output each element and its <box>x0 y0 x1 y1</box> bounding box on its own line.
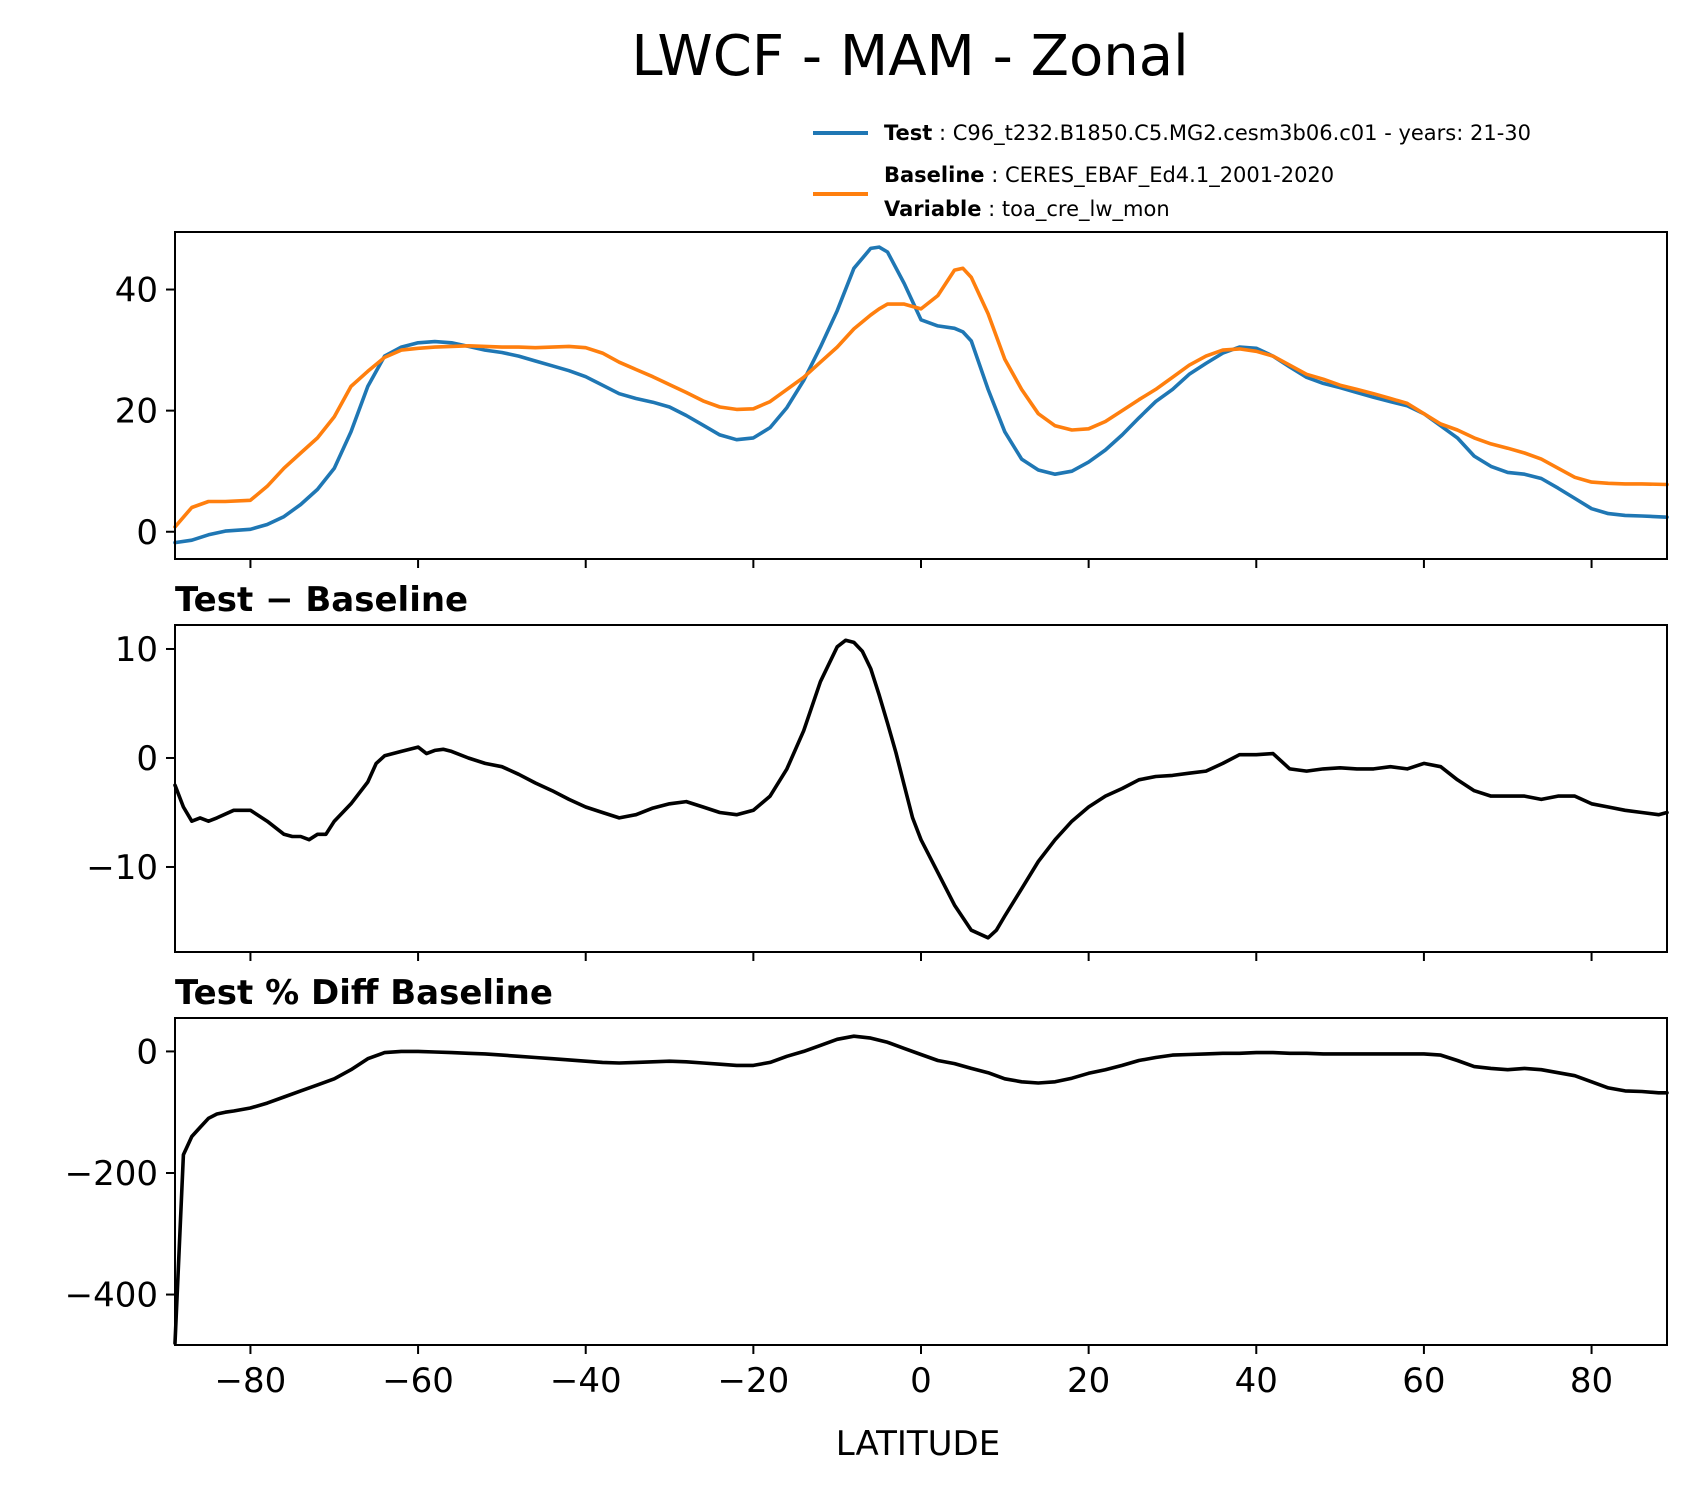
panel-title: Test % Diff Baseline <box>175 973 553 1013</box>
legend-value-test: C96_t232.B1850.C5.MG2.cesm3b06.c01 - yea… <box>953 121 1531 146</box>
legend-entry-test: Test : C96_t232.B1850.C5.MG2.cesm3b06.c0… <box>884 121 1531 146</box>
panel-title: Test − Baseline <box>175 580 468 620</box>
series-line-baseline <box>173 266 1669 529</box>
legend-key-baseline: Baseline <box>884 163 985 187</box>
x-tick-label: 80 <box>1570 1361 1613 1401</box>
series-line-diff-1 <box>173 638 1669 940</box>
legend-value-variable: toa_cre_lw_mon <box>1002 197 1170 222</box>
x-axis-label: LATITUDE <box>836 1424 1000 1464</box>
legend-entry-variable: Variable : toa_cre_lw_mon <box>884 197 1170 222</box>
x-tick-label: −80 <box>215 1361 287 1401</box>
y-tick-label: 0 <box>136 739 158 779</box>
x-tick-label: −40 <box>550 1361 622 1401</box>
legend-entry-baseline: Baseline : CERES_EBAF_Ed4.1_2001-2020 <box>884 163 1334 188</box>
x-tick-label: 40 <box>1235 1361 1278 1401</box>
panel-zonal-mean: 0 20 40 <box>115 231 1669 568</box>
y-tick-label: −400 <box>65 1276 158 1316</box>
x-tick-label: 20 <box>1067 1361 1110 1401</box>
y-tick-label: −200 <box>65 1154 158 1194</box>
legend: Test : C96_t232.B1850.C5.MG2.cesm3b06.c0… <box>813 121 1531 222</box>
series-line-test <box>173 245 1669 545</box>
y-tick-label: 0 <box>136 1032 158 1072</box>
legend-key-variable: Variable <box>884 197 981 221</box>
panel-test-minus-baseline: 10 0 −10 Test − Baseline <box>86 580 1669 961</box>
x-tick-label: 60 <box>1402 1361 1445 1401</box>
legend-sep-baseline: : <box>985 163 1005 187</box>
legend-key-test: Test <box>884 121 932 145</box>
figure-title: LWCF - MAM - Zonal <box>631 24 1188 89</box>
y-tick-label: 0 <box>136 513 158 553</box>
series-line-diff-2 <box>173 1034 1669 1345</box>
legend-sep-test: : <box>932 121 952 145</box>
x-tick-label: 0 <box>910 1361 932 1401</box>
y-tick-label: 40 <box>115 271 158 311</box>
x-tick-label: −20 <box>717 1361 789 1401</box>
y-tick-label: 20 <box>115 392 158 432</box>
x-tick-label: −60 <box>382 1361 454 1401</box>
y-tick-label: −10 <box>86 848 158 888</box>
y-tick-label: 10 <box>115 630 158 670</box>
legend-value-baseline: CERES_EBAF_Ed4.1_2001-2020 <box>1005 163 1334 188</box>
legend-sep-variable: : <box>981 197 1001 221</box>
